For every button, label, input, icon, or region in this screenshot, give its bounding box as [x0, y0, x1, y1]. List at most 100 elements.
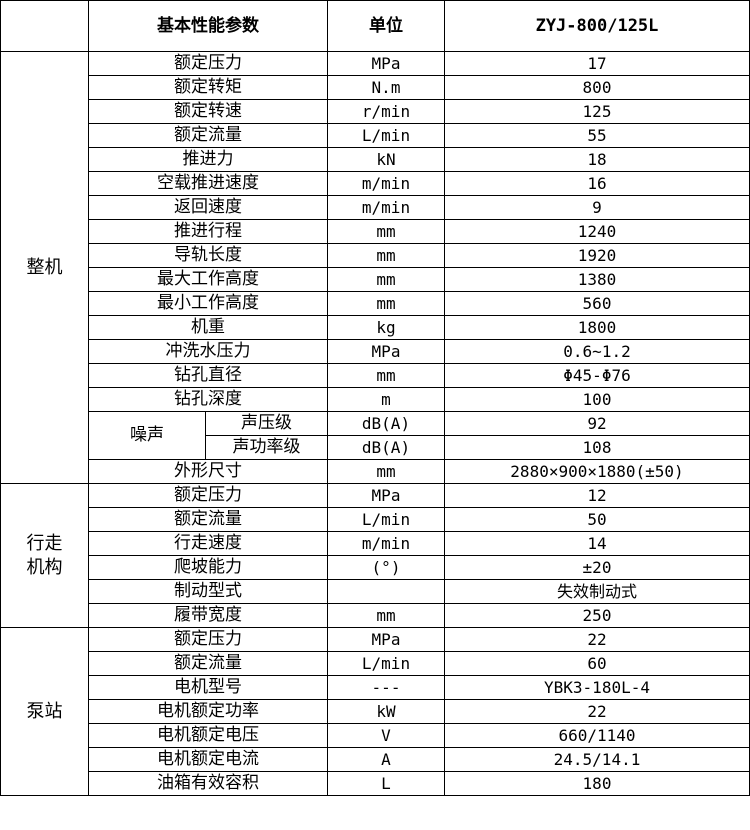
param-name: 返回速度	[88, 195, 328, 220]
param-unit: kN	[327, 147, 445, 172]
param-name: 机重	[88, 315, 328, 340]
table-row: 电机型号 --- YBK3-180L-4	[1, 675, 750, 700]
param-unit: dB(A)	[327, 411, 445, 436]
param-value: 16	[444, 171, 750, 196]
param-value: 18	[444, 147, 750, 172]
param-value: 250	[444, 603, 750, 628]
param-unit: mm	[327, 243, 445, 268]
param-name: 额定压力	[88, 483, 328, 508]
table-row: 油箱有效容积 L 180	[1, 771, 750, 796]
param-name: 额定流量	[88, 123, 328, 148]
param-unit: dB(A)	[327, 435, 445, 460]
param-name: 额定压力	[88, 51, 328, 76]
param-name: 冲洗水压力	[88, 339, 328, 364]
param-value: 1240	[444, 219, 750, 244]
param-value: 60	[444, 651, 750, 676]
param-name: 外形尺寸	[88, 459, 328, 484]
param-value: 12	[444, 483, 750, 508]
param-unit: MPa	[327, 483, 445, 508]
param-unit: r/min	[327, 99, 445, 124]
table-row: 行走速度 m/min 14	[1, 531, 750, 556]
param-value: 660/1140	[444, 723, 750, 748]
table-row: 钻孔直径 mm Φ45-Φ76	[1, 363, 750, 388]
table-row: 钻孔深度 m 100	[1, 387, 750, 412]
param-name: 声压级	[205, 411, 328, 436]
param-value: 2880×900×1880(±50)	[444, 459, 750, 484]
table-row: 冲洗水压力 MPa 0.6~1.2	[1, 339, 750, 364]
table-row: 导轨长度 mm 1920	[1, 243, 750, 268]
param-value: 1800	[444, 315, 750, 340]
header-param: 基本性能参数	[88, 0, 328, 52]
param-name: 推进行程	[88, 219, 328, 244]
param-name: 空载推进速度	[88, 171, 328, 196]
param-unit: MPa	[327, 627, 445, 652]
param-value: 560	[444, 291, 750, 316]
param-name: 额定流量	[88, 507, 328, 532]
param-name: 油箱有效容积	[88, 771, 328, 796]
table-row: 行走 机构 额定压力 MPa 12	[0, 483, 750, 628]
param-name: 声功率级	[205, 435, 328, 460]
param-name: 最大工作高度	[88, 267, 328, 292]
param-unit: m/min	[327, 171, 445, 196]
group-label: 噪声	[88, 411, 206, 460]
param-unit: mm	[327, 603, 445, 628]
param-value: 22	[444, 627, 750, 652]
table-row: 推进力 kN 18	[1, 147, 750, 172]
table-row: 噪声 声压级 dB(A) 92	[1, 411, 750, 460]
param-unit: ---	[327, 675, 445, 700]
table-row: 额定流量 L/min 60	[1, 651, 750, 676]
param-name: 行走速度	[88, 531, 328, 556]
section-label: 泵站	[0, 627, 89, 796]
table-row: 电机额定功率 kW 22	[1, 699, 750, 724]
param-value: 1380	[444, 267, 750, 292]
param-name: 额定压力	[88, 627, 328, 652]
section-label: 整机	[0, 51, 89, 484]
param-unit: MPa	[327, 339, 445, 364]
param-value: 9	[444, 195, 750, 220]
param-value: YBK3-180L-4	[444, 675, 750, 700]
param-value: 55	[444, 123, 750, 148]
param-name: 电机额定电压	[88, 723, 328, 748]
table-row: 额定转速 r/min 125	[1, 99, 750, 124]
param-unit: mm	[327, 363, 445, 388]
table-row: 履带宽度 mm 250	[1, 603, 750, 628]
param-unit: L/min	[327, 651, 445, 676]
param-unit: mm	[327, 219, 445, 244]
param-value: 92	[444, 411, 750, 436]
param-unit: MPa	[327, 51, 445, 76]
param-name: 额定转速	[88, 99, 328, 124]
table-row: 最小工作高度 mm 560	[1, 291, 750, 316]
spec-table: 基本性能参数 单位 ZYJ-800/125L 整机 额定压力 MPa 17 额定转矩 N.…	[0, 0, 750, 796]
table-row: 推进行程 mm 1240	[1, 219, 750, 244]
param-name: 推进力	[88, 147, 328, 172]
table-row: 电机额定电流 A 24.5/14.1	[1, 747, 750, 772]
param-name: 额定转矩	[88, 75, 328, 100]
param-name: 爬坡能力	[88, 555, 328, 580]
param-unit: kW	[327, 699, 445, 724]
param-value: 22	[444, 699, 750, 724]
param-name: 履带宽度	[88, 603, 328, 628]
table-row: 整机 额定压力 MPa 17	[0, 51, 750, 484]
param-unit: mm	[327, 291, 445, 316]
table-row: 额定流量 L/min 50	[1, 507, 750, 532]
param-unit: m/min	[327, 195, 445, 220]
param-value: 100	[444, 387, 750, 412]
param-unit: (°)	[327, 555, 445, 580]
param-value: 失效制动式	[444, 579, 750, 604]
param-value: 108	[444, 435, 750, 460]
param-name: 最小工作高度	[88, 291, 328, 316]
param-value: 800	[444, 75, 750, 100]
param-value: Φ45-Φ76	[444, 363, 750, 388]
param-name: 钻孔深度	[88, 387, 328, 412]
param-name: 额定流量	[88, 651, 328, 676]
param-unit: L/min	[327, 507, 445, 532]
param-value: 180	[444, 771, 750, 796]
param-unit: V	[327, 723, 445, 748]
param-unit: m/min	[327, 531, 445, 556]
param-value: 0.6~1.2	[444, 339, 750, 364]
table-row: 额定流量 L/min 55	[1, 123, 750, 148]
param-value: 125	[444, 99, 750, 124]
param-value: ±20	[444, 555, 750, 580]
table-row: 机重 kg 1800	[1, 315, 750, 340]
table-row: 泵站 额定压力 MPa 22	[0, 627, 750, 796]
